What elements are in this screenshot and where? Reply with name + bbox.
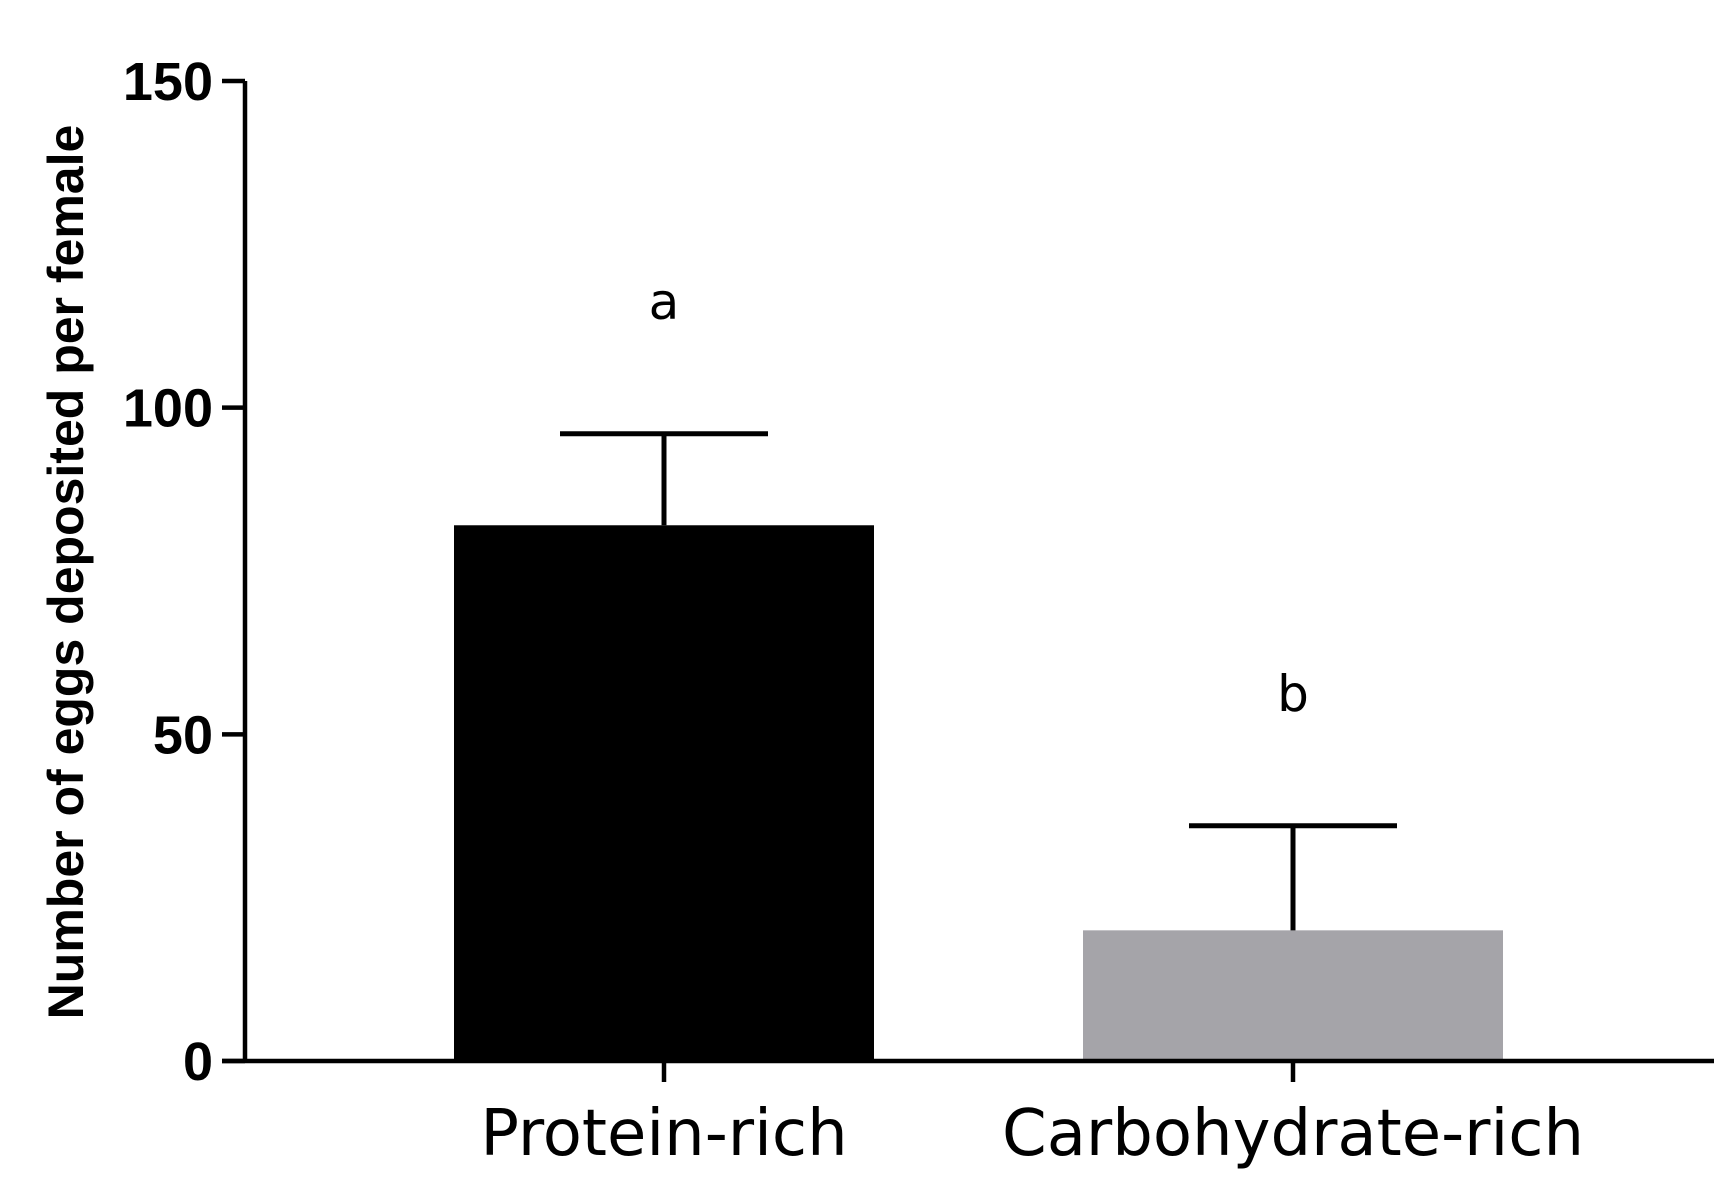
y-tick-label-1: 0 [183,1032,213,1092]
bar-1 [454,525,874,1061]
y-ticks-layer: 0 50 100 150 [123,52,245,1092]
bar-2 [1083,930,1503,1061]
bars-layer [454,525,1503,1061]
axes-layer [222,81,1714,1064]
error-bars-layer [560,431,1397,931]
y-tick-label-4: 150 [123,52,213,112]
significance-label-1: a [649,273,680,331]
x-ticks-layer: Protein-rich Carbohydrate-rich [480,1061,1584,1171]
significance-label-2: b [1277,665,1309,723]
y-axis-label: Number of eggs deposited per female [38,125,94,1020]
y-tick-label-3: 100 [123,379,213,439]
y-tick-label-2: 50 [153,705,213,765]
significance-labels-layer: ab [649,273,1309,723]
x-tick-label-1: Protein-rich [480,1097,847,1171]
x-tick-label-2: Carbohydrate-rich [1002,1097,1584,1171]
